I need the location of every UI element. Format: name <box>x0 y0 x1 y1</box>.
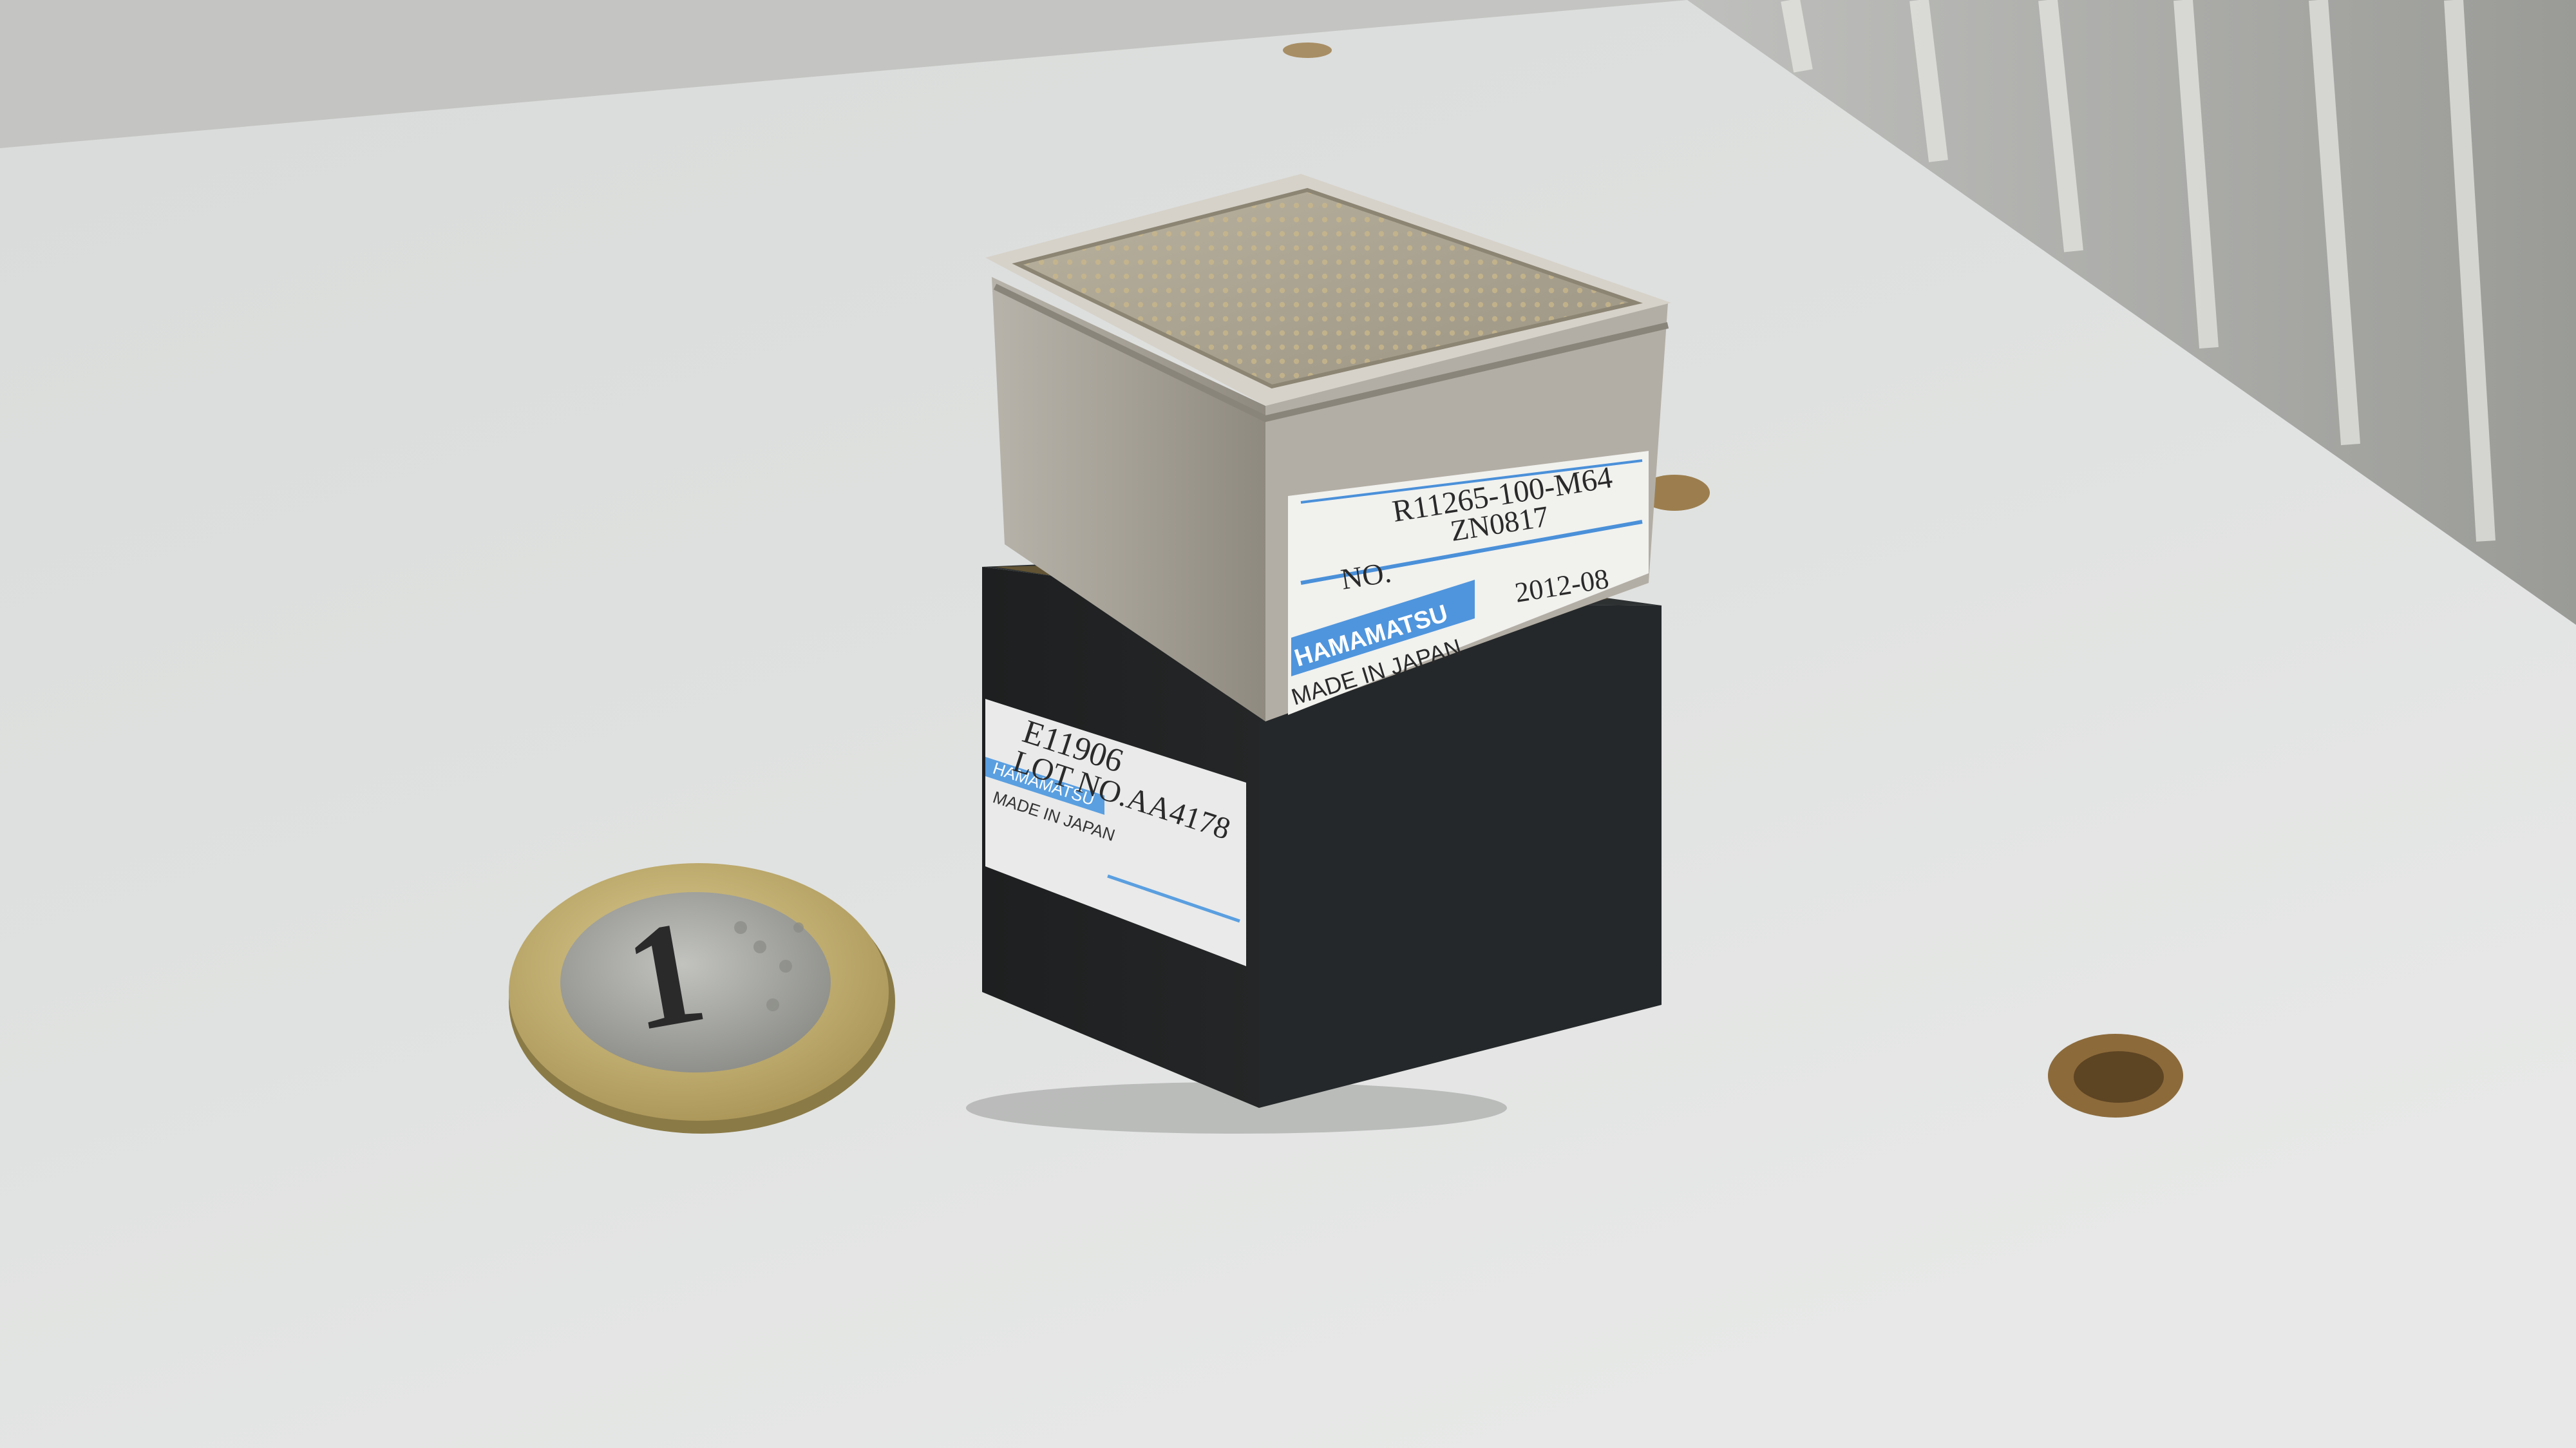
brown-residue <box>1639 475 2183 1118</box>
pmt-serial-prefix: NO. <box>1339 555 1394 596</box>
radiator-panel <box>1687 0 2576 625</box>
table-spot <box>1283 43 1332 58</box>
pmt-module: HAMAMATSU R11265-100-M64 NO. ZN0817 2012… <box>985 174 1671 721</box>
euro-coin: 1 <box>509 863 895 1134</box>
